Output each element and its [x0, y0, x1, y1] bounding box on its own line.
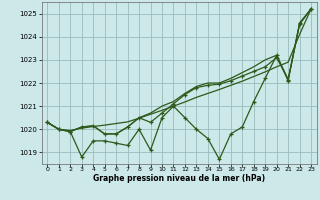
X-axis label: Graphe pression niveau de la mer (hPa): Graphe pression niveau de la mer (hPa) — [93, 174, 265, 183]
